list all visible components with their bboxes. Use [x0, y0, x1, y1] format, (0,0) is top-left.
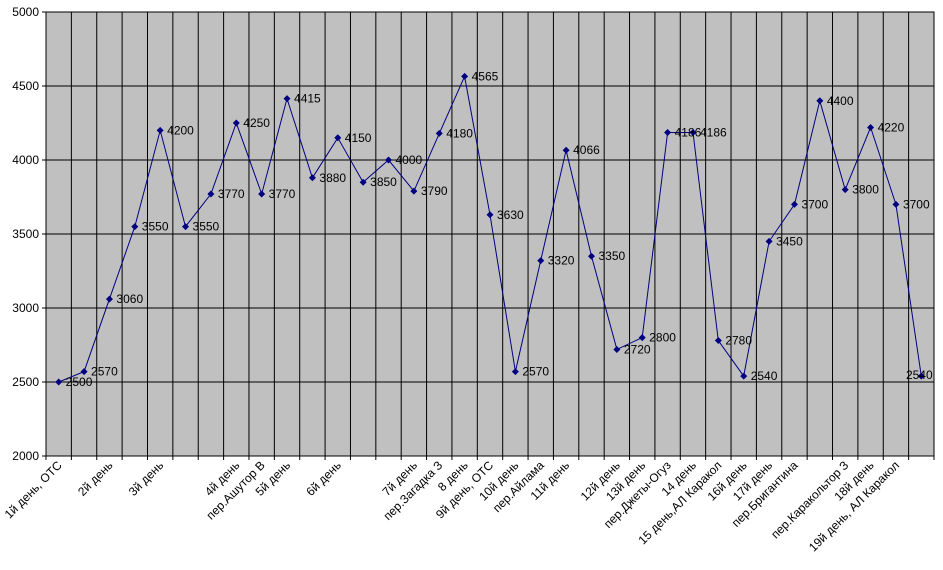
data-point: [80, 368, 88, 376]
x-category-label: 1й день, ОТС: [2, 458, 65, 521]
data-label: 3630: [497, 208, 524, 222]
data-point: [258, 190, 266, 198]
y-tick-label: 2000: [12, 449, 39, 463]
data-label: 3700: [903, 197, 930, 211]
data-label: 3790: [421, 184, 448, 198]
data-labels: 2500257030603550420035503770425037704415…: [66, 69, 933, 389]
x-category-label: 3й день: [126, 458, 166, 498]
data-label: 4000: [396, 153, 423, 167]
data-point: [55, 378, 63, 386]
data-label: 2540: [906, 368, 933, 382]
data-point: [816, 97, 824, 105]
data-label: 4066: [573, 143, 600, 157]
data-label: 4220: [878, 120, 905, 134]
data-point: [638, 334, 646, 342]
x-category-label: 2й день: [75, 458, 115, 498]
x-axis: 1й день, ОТС 2й день 3й день 4й деньпер.Ашу…: [2, 456, 935, 554]
data-label: 2540: [751, 369, 778, 383]
data-point: [156, 126, 164, 134]
data-label: 2570: [91, 365, 118, 379]
data-point: [131, 223, 139, 231]
data-label: 2720: [624, 342, 651, 356]
data-point: [232, 119, 240, 127]
data-label: 3850: [370, 175, 397, 189]
data-point: [562, 146, 570, 154]
x-category-label: 6й день: [303, 458, 343, 498]
data-point: [689, 128, 697, 136]
data-point: [511, 368, 519, 376]
data-point: [613, 345, 621, 353]
y-tick-label: 3000: [12, 301, 39, 315]
data-point: [841, 186, 849, 194]
data-point: [867, 123, 875, 131]
data-label: 3550: [193, 220, 220, 234]
data-label: 3700: [801, 197, 828, 211]
data-label: 4250: [243, 116, 270, 130]
data-point: [587, 252, 595, 260]
data-point: [486, 211, 494, 219]
y-axis: 2000 2500 3000 3500 4000 4500 5000: [12, 5, 46, 463]
data-label: 3450: [776, 234, 803, 248]
data-label: 3350: [598, 249, 625, 263]
data-point: [537, 257, 545, 265]
y-tick-label: 5000: [12, 5, 39, 19]
data-point: [410, 187, 418, 195]
data-point: [435, 129, 443, 137]
data-markers: [55, 72, 925, 386]
data-label: 4180: [446, 126, 473, 140]
grid-lines: [46, 11, 934, 457]
data-label: 2800: [649, 331, 676, 345]
data-label: 4186: [700, 125, 727, 139]
data-label: 2780: [725, 334, 752, 348]
y-tick-label: 4000: [12, 153, 39, 167]
data-label: 3550: [142, 220, 169, 234]
y-tick-label: 3500: [12, 227, 39, 241]
data-point: [740, 372, 748, 380]
data-point: [308, 174, 316, 182]
y-tick-label: 2500: [12, 375, 39, 389]
data-label: 4400: [827, 94, 854, 108]
data-point: [359, 178, 367, 186]
data-point: [207, 190, 215, 198]
data-label: 4565: [472, 69, 499, 83]
y-tick-label: 4500: [12, 79, 39, 93]
data-point: [714, 337, 722, 345]
data-label: 4415: [294, 92, 321, 106]
data-label: 3800: [852, 183, 879, 197]
data-point: [790, 200, 798, 208]
data-label: 2570: [522, 365, 549, 379]
data-point: [385, 156, 393, 164]
data-label: 3880: [319, 171, 346, 185]
data-label: 3770: [218, 187, 245, 201]
data-label: 3060: [116, 292, 143, 306]
data-label: 3770: [269, 187, 296, 201]
data-point: [105, 295, 113, 303]
data-point: [283, 95, 291, 103]
data-label: 3320: [548, 254, 575, 268]
data-point: [765, 237, 773, 245]
data-point: [334, 134, 342, 142]
data-point: [892, 200, 900, 208]
data-point: [664, 128, 672, 136]
data-point: [461, 72, 469, 80]
data-label: 4150: [345, 131, 372, 145]
data-label: 4186: [675, 125, 702, 139]
data-label: 2500: [66, 375, 93, 389]
data-point: [182, 223, 190, 231]
data-label: 4200: [167, 123, 194, 137]
data-point: [917, 372, 925, 380]
